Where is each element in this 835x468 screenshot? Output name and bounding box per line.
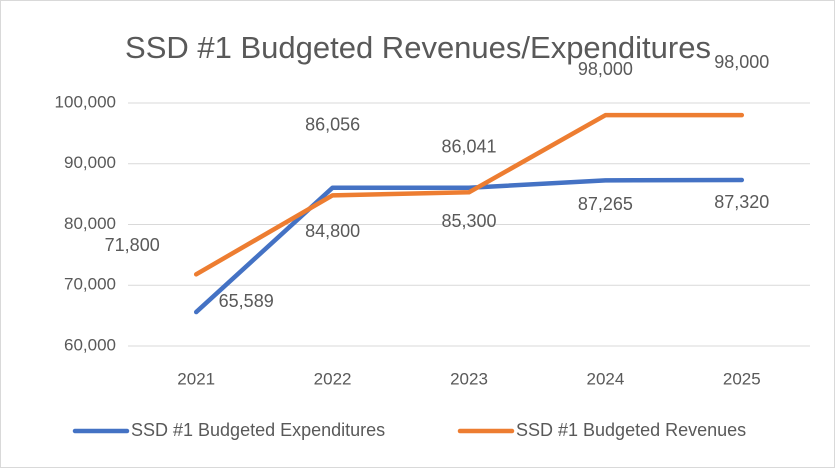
x-tick-label: 2023 <box>450 369 488 388</box>
data-label: 86,041 <box>441 137 496 157</box>
x-tick-label: 2024 <box>586 369 624 388</box>
series-line <box>193 177 745 315</box>
data-label: 84,800 <box>305 221 360 241</box>
y-tick-label: 70,000 <box>64 275 116 294</box>
data-label: 85,300 <box>441 211 496 231</box>
data-label: 86,056 <box>305 114 360 134</box>
data-label: 65,589 <box>219 291 274 311</box>
data-label: 98,000 <box>578 59 633 79</box>
data-label: 98,000 <box>714 52 769 72</box>
chart-title: SSD #1 Budgeted Revenues/Expenditures <box>125 30 711 65</box>
legend-label: SSD #1 Budgeted Revenues <box>516 420 746 440</box>
series-line <box>193 112 745 277</box>
x-tick-label: 2025 <box>723 369 761 388</box>
data-label: 87,320 <box>714 192 769 212</box>
data-label: 87,265 <box>578 194 633 214</box>
x-tick-label: 2022 <box>314 369 352 388</box>
legend-label: SSD #1 Budgeted Expenditures <box>131 420 385 440</box>
x-tick-label: 2021 <box>177 369 215 388</box>
y-tick-label: 80,000 <box>64 214 116 233</box>
data-label: 71,800 <box>105 235 160 255</box>
y-tick-label: 90,000 <box>64 153 116 172</box>
y-tick-label: 100,000 <box>55 92 116 111</box>
y-tick-label: 60,000 <box>64 335 116 354</box>
